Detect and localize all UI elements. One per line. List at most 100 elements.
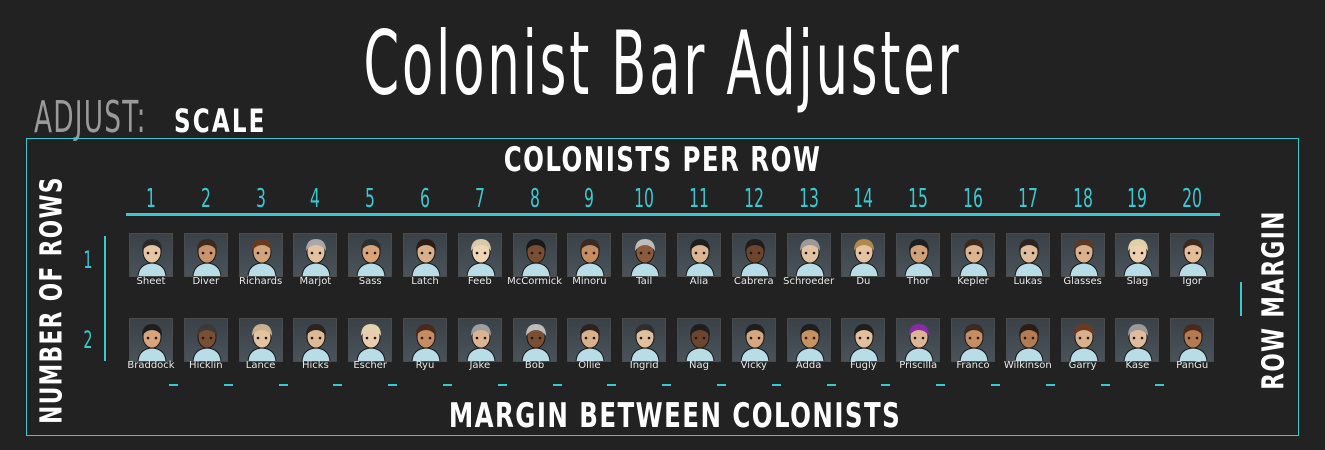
colonist-card[interactable] xyxy=(293,318,338,362)
colonist-card[interactable] xyxy=(951,233,995,277)
number-of-rows-slider[interactable] xyxy=(104,236,106,361)
colonist-card[interactable] xyxy=(512,318,557,362)
colonist-card[interactable] xyxy=(512,233,557,277)
margin-dash xyxy=(991,384,1000,386)
column-number[interactable]: 6 xyxy=(420,184,430,214)
colonist-card[interactable] xyxy=(238,318,283,362)
colonist-card[interactable] xyxy=(951,318,995,362)
margin-dash xyxy=(388,384,398,386)
colonist-card[interactable] xyxy=(1170,318,1215,362)
margin-dash xyxy=(223,384,233,386)
colonist-card[interactable] xyxy=(1170,233,1215,277)
colonist-card[interactable] xyxy=(677,318,721,362)
column-number[interactable]: 13 xyxy=(798,184,819,214)
colonist-card[interactable] xyxy=(896,233,941,277)
colonist-card[interactable] xyxy=(841,318,886,362)
colonist-name: McCormick xyxy=(507,276,563,287)
column-number[interactable]: 11 xyxy=(689,184,709,214)
colonist-name: Garry xyxy=(1068,360,1097,371)
column-number[interactable]: 4 xyxy=(310,184,321,214)
colonist-name: Kase xyxy=(1125,360,1150,371)
colonist-portrait-icon xyxy=(1124,239,1153,276)
row-margin-slider[interactable] xyxy=(1240,282,1242,316)
colonist-portrait-icon xyxy=(850,239,879,276)
column-number[interactable]: 8 xyxy=(529,184,540,214)
colonist-card[interactable] xyxy=(786,233,831,277)
margin-dash xyxy=(607,384,617,386)
colonist-card[interactable] xyxy=(348,233,393,277)
column-number[interactable]: 9 xyxy=(584,184,595,214)
row-number[interactable]: 1 xyxy=(83,246,93,274)
colonist-card[interactable] xyxy=(129,318,173,362)
colonist-card[interactable] xyxy=(567,233,612,277)
column-number[interactable]: 3 xyxy=(255,184,266,214)
colonist-portrait-icon xyxy=(740,239,770,276)
colonist-card[interactable] xyxy=(896,318,941,362)
colonist-card[interactable] xyxy=(786,318,831,362)
colonist-card[interactable] xyxy=(1115,233,1160,277)
column-number[interactable]: 7 xyxy=(474,184,485,214)
colonist-card[interactable] xyxy=(677,233,721,277)
margin-between-colonists-label: MARGIN BETWEEN COLONISTS xyxy=(448,396,902,436)
colonist-card[interactable] xyxy=(293,233,338,277)
colonist-card[interactable] xyxy=(183,318,228,362)
colonist-name: Priscilla xyxy=(899,360,938,371)
column-number[interactable]: 10 xyxy=(634,184,655,214)
column-number[interactable]: 5 xyxy=(365,184,376,214)
colonist-card[interactable] xyxy=(457,233,502,277)
colonist-name: Slag xyxy=(1126,276,1149,287)
adjust-mode-scale[interactable]: SCALE xyxy=(174,102,267,140)
column-number[interactable]: 19 xyxy=(1127,184,1148,214)
colonist-portrait-icon xyxy=(959,324,989,361)
colonist-card[interactable] xyxy=(731,233,776,277)
colonist-portrait-icon xyxy=(850,324,879,361)
colonist-card[interactable] xyxy=(1060,233,1105,277)
colonist-card[interactable] xyxy=(403,233,447,277)
colonist-card[interactable] xyxy=(622,318,667,362)
margin-dash xyxy=(169,384,178,386)
colonist-card[interactable] xyxy=(1005,233,1050,277)
colonist-portrait-icon xyxy=(685,239,715,276)
column-number[interactable]: 17 xyxy=(1017,184,1038,214)
column-number[interactable]: 1 xyxy=(146,184,156,214)
colonist-card[interactable] xyxy=(183,233,228,277)
colonist-portrait-icon xyxy=(1069,239,1098,276)
colonist-portrait-icon xyxy=(576,239,605,276)
colonist-card[interactable] xyxy=(567,318,612,362)
colonist-name: Jake xyxy=(469,360,491,371)
colonist-card[interactable] xyxy=(622,233,667,277)
colonist-portrait-icon xyxy=(1069,324,1098,361)
column-number[interactable]: 20 xyxy=(1182,184,1203,214)
colonist-card[interactable] xyxy=(1115,318,1160,362)
colonist-card[interactable] xyxy=(348,318,393,362)
colonist-card[interactable] xyxy=(731,318,776,362)
colonist-card[interactable] xyxy=(457,318,502,362)
column-number[interactable]: 15 xyxy=(908,184,929,214)
column-number[interactable]: 18 xyxy=(1072,184,1093,214)
margin-dash xyxy=(278,384,288,386)
colonist-name: Vicky xyxy=(740,360,767,371)
colonist-card[interactable] xyxy=(1060,318,1105,362)
colonist-name: Schroeder xyxy=(783,276,835,287)
row-number[interactable]: 2 xyxy=(83,326,93,354)
column-number[interactable]: 16 xyxy=(963,184,983,214)
margin-dash xyxy=(1100,384,1110,386)
column-number[interactable]: 12 xyxy=(743,184,764,214)
colonist-portrait-icon xyxy=(466,239,496,276)
colonist-card[interactable] xyxy=(841,233,886,277)
colonist-name: Cabrera xyxy=(733,276,774,287)
colonist-card[interactable] xyxy=(403,318,447,362)
colonist-name: Wilkinson xyxy=(1003,360,1052,371)
colonist-name: Franco xyxy=(956,360,990,371)
colonist-card[interactable] xyxy=(1005,318,1050,362)
column-number[interactable]: 2 xyxy=(200,184,211,214)
colonist-name: Nag xyxy=(689,360,709,371)
colonist-name: Kepler xyxy=(957,276,989,287)
colonist-card[interactable] xyxy=(238,233,283,277)
column-number[interactable]: 14 xyxy=(853,184,874,214)
colonist-portrait-icon xyxy=(247,239,276,276)
colonist-card[interactable] xyxy=(129,233,173,277)
colonist-portrait-icon xyxy=(1178,324,1208,361)
colonists-per-row-slider[interactable] xyxy=(126,213,1220,216)
colonist-portrait-icon xyxy=(521,239,550,276)
